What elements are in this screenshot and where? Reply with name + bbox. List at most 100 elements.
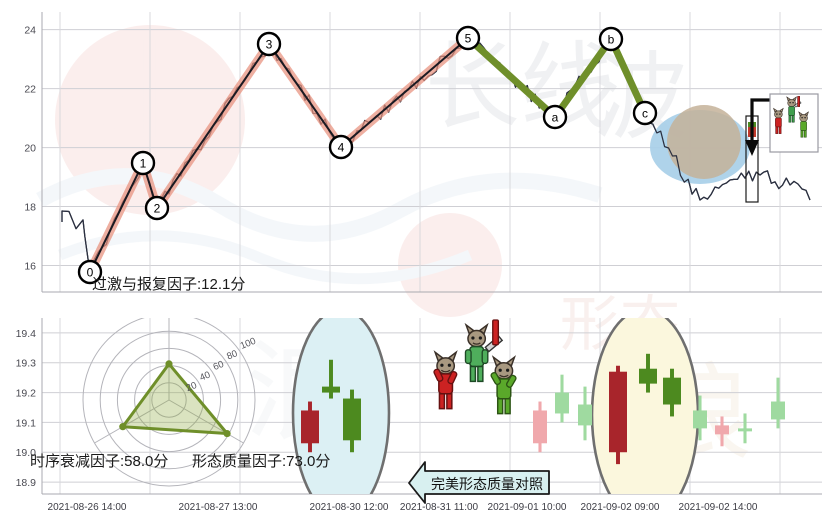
x-axis-tick-label: 2021-08-31 11:00 — [400, 502, 479, 513]
wave-node-circle — [130, 150, 156, 176]
candlestick — [578, 386, 592, 441]
wave-node-a[interactable]: a — [542, 104, 568, 130]
cream-group-ellipse — [590, 318, 700, 494]
wave-node-circle — [542, 104, 568, 130]
top-panel-plot — [61, 33, 811, 277]
wave-node-circle — [598, 26, 624, 52]
wave-node-c[interactable]: c — [632, 100, 658, 126]
candle-body — [771, 401, 785, 420]
wave-node-label: 4 — [338, 141, 345, 155]
y-axis-tick-label: 16 — [24, 260, 36, 272]
corrective-segment — [607, 35, 649, 117]
wave-node-label: a — [552, 111, 559, 125]
x-axis-tick-label: 2021-08-27 13:00 — [179, 502, 258, 513]
impulse-segment — [268, 43, 342, 148]
radar-ring — [82, 318, 256, 487]
candle-body — [609, 371, 627, 453]
annotation-pattern-quality: 形态质量因子:73.0分 — [192, 453, 330, 470]
candlestick — [301, 401, 319, 453]
wave-node-label: c — [642, 107, 648, 121]
highlighted-candles — [301, 353, 681, 465]
x-axis-tick-label: 2021-08-30 12:00 — [310, 502, 389, 513]
candlestick — [663, 368, 681, 417]
candlestick — [555, 374, 569, 423]
pattern-thumbnail[interactable] — [769, 93, 819, 153]
wave-node-2[interactable]: 2 — [144, 195, 170, 221]
x-axis-tick-label: 2021-09-01 10:00 — [488, 502, 567, 513]
radar-scale-label: 80 — [225, 348, 239, 362]
x-axis-tick-label: 2021-09-02 09:00 — [581, 502, 660, 513]
wave-node-label: 2 — [154, 202, 161, 216]
y-axis-tick-label: 18.9 — [16, 477, 37, 489]
background-candles — [533, 374, 785, 453]
corrective-wave-line — [464, 34, 649, 121]
radar-vertex — [223, 429, 231, 438]
candle-body — [715, 425, 729, 435]
y-axis-tick-label: 19.3 — [16, 358, 37, 370]
y-axis-tick-label: 22 — [24, 84, 36, 96]
candle-body — [738, 428, 752, 432]
wave-node-circle — [455, 25, 481, 51]
candle-body — [343, 398, 361, 441]
wave-node-3[interactable]: 3 — [256, 31, 282, 57]
wave-node-circle — [632, 100, 658, 126]
y-axis-tick-label: 19.2 — [16, 388, 37, 400]
y-axis-tick-label: 19.0 — [16, 447, 37, 459]
radar-vertex — [119, 423, 127, 431]
radar-axis — [168, 399, 244, 444]
wave-node-circle — [256, 31, 282, 57]
wave-node-1[interactable]: 1 — [130, 150, 156, 176]
candle-body — [322, 386, 340, 393]
highlight-zones — [650, 105, 750, 184]
candle-body — [578, 404, 592, 426]
wave-node-circle — [77, 259, 103, 285]
wave-node-label: 3 — [266, 38, 273, 52]
candlestick — [771, 377, 785, 429]
corrective-segment — [464, 34, 559, 121]
cartoon-wolves-illustration — [433, 319, 517, 415]
candle-body — [639, 368, 657, 384]
radar-scale-label: 20 — [185, 380, 199, 394]
x-axis-labels: 2021-08-26 14:00 2021-08-27 13:00 2021-08-… — [48, 502, 758, 513]
candlestick — [639, 353, 657, 393]
wave-node-b[interactable]: b — [598, 26, 624, 52]
y-axis-tick-label: 24 — [24, 25, 36, 37]
y-axis-tick-label: 19.1 — [16, 417, 37, 429]
wave-node-label: b — [608, 33, 615, 47]
wave-node-label: 1 — [140, 157, 147, 171]
wave-node-5[interactable]: 5 — [455, 25, 481, 51]
annotation-overreaction: 过激与报复因子:12.1分 — [92, 275, 245, 293]
wave-node-label: 5 — [465, 32, 472, 46]
perfect-pattern-callout[interactable]: 完美形态质量对照 — [408, 461, 550, 504]
tan-zone-ellipse — [667, 105, 741, 179]
wave-node-0[interactable]: 0 — [77, 259, 103, 285]
candle-body — [301, 410, 319, 444]
candlestick — [715, 416, 729, 447]
candle-body — [663, 377, 681, 405]
top-y-axis-labels: 24 22 20 18 16 — [24, 25, 36, 273]
y-axis-tick-label: 20 — [24, 143, 36, 155]
radar-vertex — [165, 360, 173, 368]
x-axis-tick-label: 2021-09-02 14:00 — [679, 502, 758, 513]
impulse-segment — [89, 162, 144, 273]
radar-scale-label: 40 — [198, 369, 212, 383]
candle-body — [693, 410, 707, 429]
impulse-segment — [340, 37, 469, 148]
callout-label: 完美形态质量对照 — [431, 476, 543, 492]
candlestick — [693, 395, 707, 441]
corrective-segment — [551, 35, 615, 121]
wave-node-markers: 0 1 2 3 4 5 a b c — [77, 25, 658, 285]
wave-node-4[interactable]: 4 — [328, 134, 354, 160]
candlestick — [738, 413, 752, 444]
bottom-y-axis-labels: 19.4 19.3 19.2 19.1 19.0 18.9 — [16, 328, 37, 489]
candle-body — [555, 392, 569, 414]
candlestick — [343, 389, 361, 453]
x-axis-tick-label: 2021-08-26 14:00 — [48, 502, 127, 513]
candle-body — [533, 410, 547, 444]
y-axis-tick-label: 19.4 — [16, 328, 37, 340]
y-axis-tick-label: 18 — [24, 202, 36, 214]
